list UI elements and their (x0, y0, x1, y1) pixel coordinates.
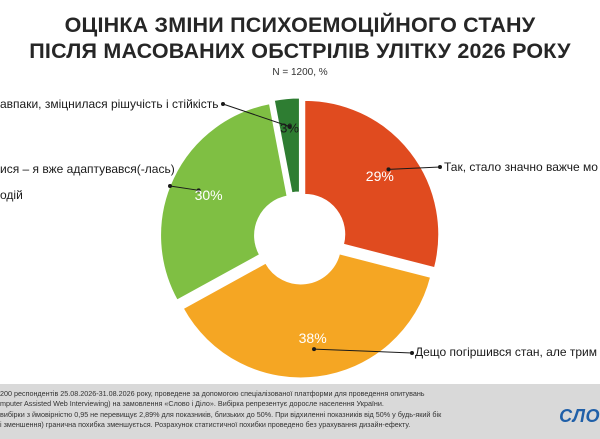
footnote-line-1: 200 респондентів 25.08.2026-31.08.2026 р… (0, 389, 425, 398)
slice-stronger (273, 97, 300, 194)
slice-somewhat-worse (182, 253, 432, 379)
slice-adapted (160, 103, 288, 301)
slice-much-harder (304, 99, 440, 269)
footnote-line-2: mputer Assisted Web Interviewing) на зам… (0, 399, 384, 409)
value-label-somewhat-worse: 38% (299, 330, 327, 346)
leader-stronger (222, 103, 290, 127)
label-much-harder: Так, стало значно важче мо (444, 160, 598, 174)
leader-dot-much-harder-1 (438, 165, 442, 169)
leader-dot-somewhat-worse-1 (410, 351, 414, 355)
label-somewhat-worse: Дещо погіршився стан, але трим (415, 345, 597, 359)
value-labels: 29% 38% 30% 3% (195, 120, 394, 346)
value-label-stronger: 3% (280, 120, 299, 135)
value-label-adapted: 30% (195, 187, 223, 203)
methodology-note: 200 респондентів 25.08.2026-31.08.2026 р… (0, 389, 560, 431)
leader-dot-much-harder-0 (386, 167, 391, 172)
label-adapted-1: ися – я вже адаптувався(-лась) (0, 162, 175, 176)
leader-dot-stronger-0 (287, 124, 292, 129)
title-line-1: ОЦІНКА ЗМІНИ ПСИХОЕМОЦІЙНОГО СТАНУ (64, 13, 536, 37)
brand-logo: СЛО (559, 406, 600, 426)
leader-adapted (169, 185, 199, 191)
page-title: ОЦІНКА ЗМІНИ ПСИХОЕМОЦІЙНОГО СТАНУ ПІСЛЯ… (0, 12, 600, 64)
leader-somewhat-worse (314, 348, 413, 354)
leader-dot-adapted-0 (196, 188, 201, 193)
leader-lines (168, 102, 442, 355)
methodology-footer: 200 респондентів 25.08.2026-31.08.2026 р… (0, 384, 600, 439)
leader-much-harder (388, 166, 441, 170)
sample-size-note: N = 1200, % (272, 67, 328, 78)
category-labels: Так, стало значно важче мо Дещо погіршив… (0, 97, 598, 359)
value-label-much-harder: 29% (366, 168, 394, 184)
chart-slices (160, 97, 440, 379)
label-adapted-2: одій (0, 188, 23, 202)
footnote-line-4: і зменшення) гранична похибка зменшуєтьс… (0, 420, 411, 430)
leader-dot-somewhat-worse-0 (312, 347, 317, 352)
leader-dot-stronger-1 (221, 102, 225, 106)
title-line-2: ПІСЛЯ МАСОВАНИХ ОБСТРІЛІВ УЛІТКУ 2026 РО… (29, 39, 571, 63)
donut-chart: 29% 38% 30% 3% Так, стало значно важче мо Д… (0, 97, 598, 379)
footnote-line-3: вибірки з ймовірністю 0,95 не перевищує … (0, 409, 442, 419)
leader-dot-adapted-1 (168, 184, 172, 188)
label-stronger: авпаки, зміцнилася рішучість і стійкість (0, 97, 218, 111)
